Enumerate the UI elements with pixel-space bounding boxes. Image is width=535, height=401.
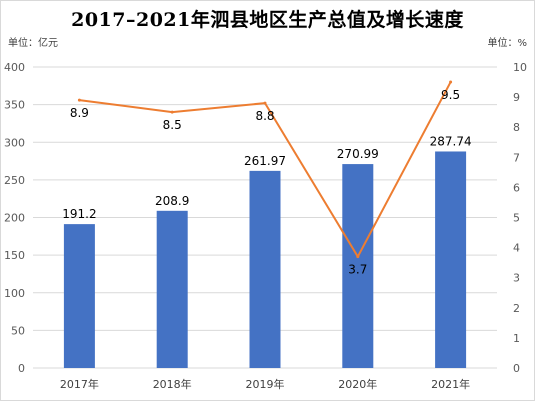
line-point (449, 80, 453, 84)
bar (435, 151, 467, 368)
bar (342, 164, 374, 368)
bar-value-label: 287.74 (430, 134, 472, 148)
rate-value-label: 3.7 (348, 263, 367, 277)
bar (156, 210, 188, 368)
x-axis-tick: 2018年 (153, 377, 192, 391)
line-point (77, 98, 81, 102)
rate-value-label: 8.5 (163, 118, 182, 132)
right-axis-tick: 0 (513, 362, 520, 375)
bar-value-label: 191.2 (62, 207, 96, 221)
bar-value-label: 270.99 (337, 147, 379, 161)
right-axis-tick: 4 (513, 242, 520, 255)
bar-value-label: 208.9 (155, 194, 189, 208)
x-axis-tick: 2020年 (338, 377, 377, 391)
line-point (170, 110, 174, 114)
bar-value-label: 261.97 (244, 154, 286, 168)
left-axis-tick: 250 (4, 174, 25, 187)
right-axis-tick: 2 (513, 302, 520, 315)
right-axis-tick: 10 (513, 61, 527, 74)
x-axis-tick: 2021年 (431, 377, 470, 391)
left-axis-tick: 150 (4, 249, 25, 262)
right-axis-tick: 9 (513, 91, 520, 104)
line-point (356, 255, 360, 259)
rate-value-label: 8.9 (70, 106, 89, 120)
left-axis-tick: 300 (4, 136, 25, 149)
rate-value-label: 8.8 (255, 109, 274, 123)
left-axis-tick: 200 (4, 212, 25, 225)
left-axis-tick: 50 (11, 324, 25, 337)
chart-labels: 0 50 100 150 200 250 300 350 400 0 1 2 3 4 5 6 7 8 9 10 2017… (4, 61, 527, 391)
right-axis-tick: 5 (513, 212, 520, 225)
left-axis-tick: 0 (18, 362, 25, 375)
bar-series (63, 151, 467, 368)
left-axis-tick: 100 (4, 287, 25, 300)
chart-title: 2017–2021年泗县地区生产总值及增长速度 (71, 9, 464, 31)
x-axis-tick: 2019年 (246, 377, 285, 391)
right-axis-tick: 3 (513, 272, 520, 285)
right-axis-tick: 8 (513, 121, 520, 134)
right-axis-unit: 单位：% (487, 36, 527, 49)
right-axis-tick: 6 (513, 181, 520, 194)
line-point (263, 101, 267, 105)
right-axis-tick: 1 (513, 332, 520, 345)
left-axis-unit: 单位：亿元 (8, 36, 58, 49)
bar (63, 224, 95, 368)
left-axis-tick: 400 (4, 61, 25, 74)
line-series (77, 80, 453, 259)
bar (249, 170, 281, 368)
right-axis-tick: 7 (513, 151, 520, 164)
x-axis-tick: 2017年 (60, 377, 99, 391)
rate-value-label: 9.5 (441, 88, 460, 102)
left-axis-tick: 350 (4, 99, 25, 112)
